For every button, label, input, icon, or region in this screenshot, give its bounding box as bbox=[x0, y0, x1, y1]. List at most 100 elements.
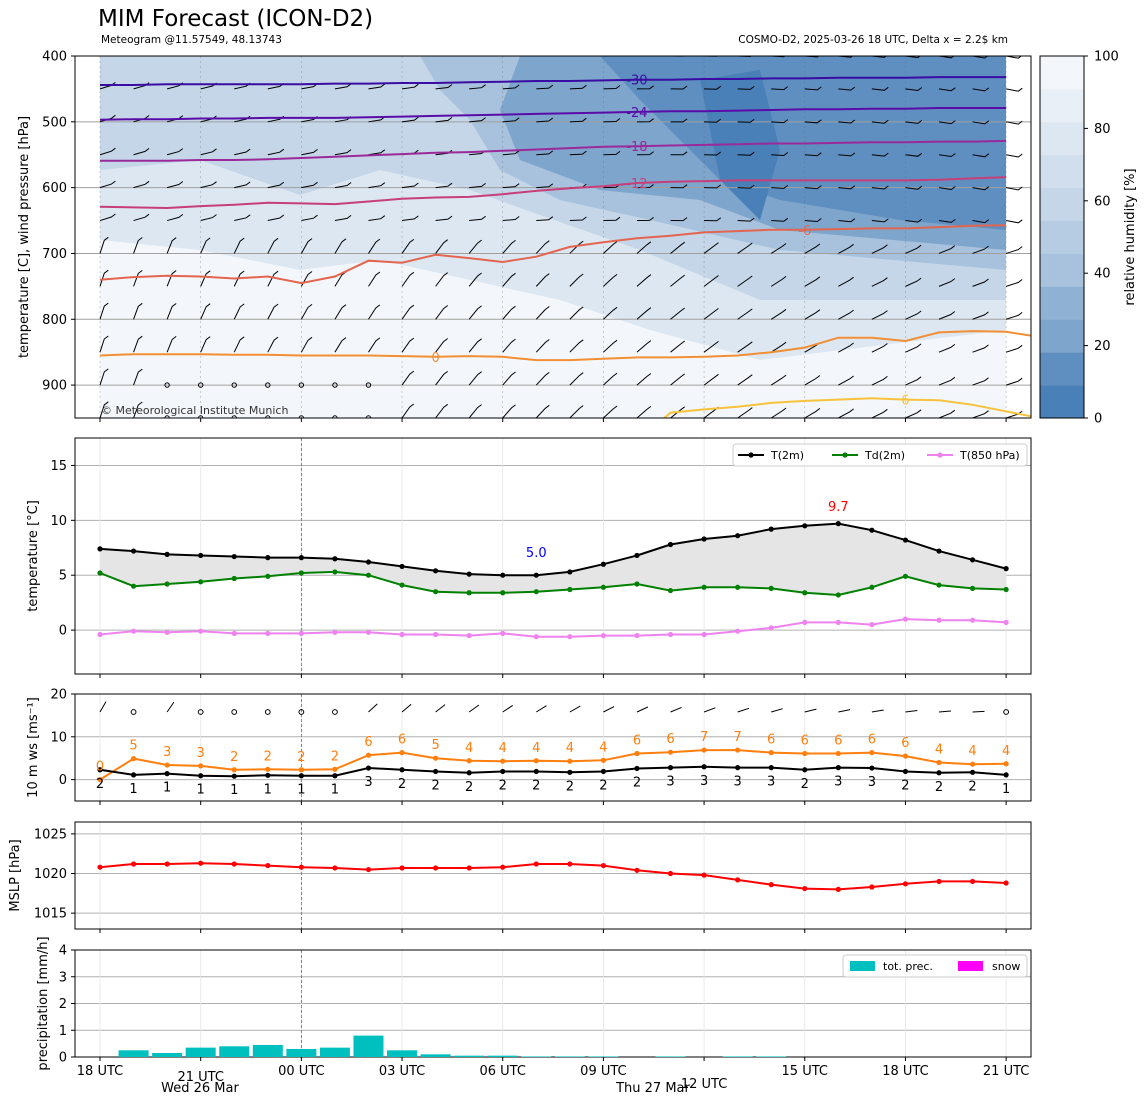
wind-barb-icon bbox=[670, 118, 688, 123]
wind-barb-icon bbox=[603, 241, 618, 254]
wind-barb-icon bbox=[166, 214, 184, 222]
data-point bbox=[466, 590, 472, 596]
isotherm-line bbox=[100, 76, 1007, 86]
wind-barb-icon bbox=[938, 376, 956, 386]
wind-barb-icon bbox=[569, 372, 584, 386]
colorbar-swatch bbox=[1040, 352, 1084, 386]
gust-value-label: 6 bbox=[398, 733, 406, 748]
data-point bbox=[768, 882, 774, 888]
wind-barb-icon bbox=[905, 277, 922, 287]
x-tick-label: 03 UTC bbox=[379, 1064, 425, 1079]
wind-barb-icon bbox=[133, 237, 143, 254]
precip-legend: tot. prec. snow bbox=[842, 954, 1028, 978]
wind-barb-icon bbox=[636, 151, 654, 156]
wind-barb-icon bbox=[636, 274, 652, 287]
wind-barb-icon bbox=[99, 269, 109, 287]
data-point bbox=[164, 771, 170, 777]
data-point bbox=[231, 861, 237, 867]
wind-barb-icon bbox=[468, 239, 482, 254]
colorbar: 0 20 40 60 80 100 relative humidity [%] bbox=[1039, 50, 1138, 427]
wind-barb-icon bbox=[401, 337, 415, 353]
data-point bbox=[365, 572, 372, 578]
data-point bbox=[969, 761, 976, 767]
colorbar-swatch bbox=[1040, 286, 1084, 320]
wind-barb-icon bbox=[737, 184, 755, 189]
calm-wind-icon bbox=[298, 709, 305, 715]
wind-barb-icon bbox=[167, 56, 170, 57]
wind-barb-icon bbox=[972, 377, 989, 386]
wind-barb-icon bbox=[972, 56, 989, 59]
wind-barb-icon bbox=[703, 341, 719, 353]
wind-barb-icon bbox=[938, 409, 956, 418]
wind-barb-icon bbox=[569, 150, 587, 156]
gust-value-label: 2 bbox=[297, 750, 305, 765]
legend-marker bbox=[842, 452, 848, 458]
wind-barb-icon bbox=[770, 308, 787, 320]
wind-barb-icon bbox=[435, 272, 448, 287]
data-point bbox=[198, 763, 204, 769]
gust-value-label: 6 bbox=[801, 733, 809, 748]
legend-swatch bbox=[958, 961, 983, 971]
data-point bbox=[936, 878, 942, 885]
x-tick-label: 06 UTC bbox=[479, 1064, 525, 1079]
data-point bbox=[634, 750, 640, 757]
data-point bbox=[634, 765, 640, 772]
wind-barb-icon bbox=[233, 270, 245, 287]
wind-barb-icon bbox=[704, 217, 721, 222]
calm-wind-icon bbox=[197, 709, 204, 715]
colorbar-swatch bbox=[1040, 319, 1084, 353]
wind-barb-icon bbox=[166, 303, 177, 320]
x-tick-label: 21 UTC bbox=[177, 1070, 223, 1085]
x-tick-label: 12 UTC bbox=[681, 1077, 727, 1092]
wind-barb-icon bbox=[99, 213, 116, 222]
speed-value-label: 3 bbox=[767, 775, 775, 790]
wind-barb-icon bbox=[569, 84, 587, 90]
wind-barb-icon bbox=[301, 214, 318, 222]
wind-barb-icon bbox=[368, 182, 386, 189]
data-point bbox=[298, 630, 304, 636]
data-point bbox=[500, 572, 506, 578]
wind-barb-icon bbox=[770, 407, 787, 418]
wind-barb-icon bbox=[670, 241, 685, 254]
legend-swatch bbox=[850, 961, 875, 971]
wind-barb-icon bbox=[200, 148, 217, 156]
data-point bbox=[701, 631, 707, 638]
data-point bbox=[365, 559, 372, 565]
plot-frame bbox=[74, 437, 1032, 675]
wind-barb-icon bbox=[737, 341, 753, 353]
gust-value-label: 6 bbox=[633, 733, 641, 748]
speed-value-label: 2 bbox=[96, 777, 104, 792]
wind-barb-icon bbox=[804, 309, 821, 320]
data-point bbox=[1003, 772, 1009, 778]
x-tick-label: 09 UTC bbox=[580, 1064, 626, 1079]
wind-barb-icon bbox=[804, 86, 822, 91]
wind-barb-icon bbox=[603, 372, 618, 386]
data-point bbox=[533, 589, 539, 595]
y-axis-label: temperature [C], wind pressure [hPa] bbox=[17, 116, 32, 358]
y-tick-label: 2 bbox=[59, 997, 67, 1012]
wind-barb-icon bbox=[569, 306, 584, 320]
wind-barb-icon bbox=[972, 186, 990, 191]
wind-barb-icon bbox=[871, 376, 888, 386]
wind-barb-icon bbox=[1005, 377, 1023, 386]
speed-value-label: 2 bbox=[532, 778, 540, 793]
wind-barb-icon bbox=[267, 56, 271, 57]
speed-value-label: 1 bbox=[129, 782, 137, 797]
isotherm-label: -18 bbox=[626, 140, 647, 155]
wind-barb-icon bbox=[435, 371, 448, 386]
colorbar-tick-label: 0 bbox=[1094, 412, 1102, 427]
rh-field bbox=[75, 56, 1031, 418]
isotherm-label: -30 bbox=[626, 74, 647, 89]
data-point bbox=[634, 552, 640, 559]
time-axis: 18 UTC 21 UTC 00 UTC 03 UTC 06 UTC 09 UTC 12 U… bbox=[77, 1064, 1030, 1096]
plot-frame bbox=[74, 693, 1032, 802]
legend-box bbox=[842, 954, 1028, 978]
wind-barb-icon bbox=[770, 243, 787, 254]
data-point bbox=[936, 582, 942, 588]
wind-barb-icon bbox=[234, 181, 251, 189]
wind-barb-icon bbox=[737, 374, 753, 386]
wind-barb-icon bbox=[267, 303, 279, 320]
wind-barb-icon bbox=[1006, 219, 1023, 224]
plot-frame bbox=[74, 949, 1032, 1058]
data-point bbox=[164, 762, 170, 768]
